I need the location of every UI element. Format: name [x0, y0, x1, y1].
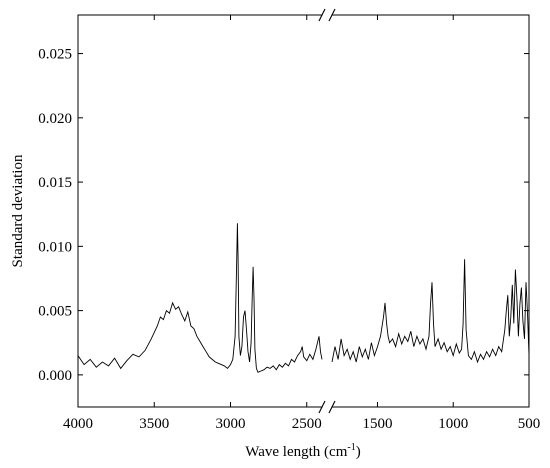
axis-break-gap	[322, 404, 332, 410]
x-tick-label: 1000	[438, 416, 468, 432]
x-axis-title-main: Wave length (cm	[245, 444, 347, 460]
x-axis-title: Wave length (cm-1)	[245, 442, 360, 460]
spectrum-line-segment-1	[77, 223, 323, 373]
axis-break-slash	[318, 8, 326, 22]
y-tick-label: 0.010	[38, 239, 72, 255]
axis-layer: 4000 3500 3000 2500 1500 1000 500 0.000 0.005 0.0…	[38, 15, 540, 432]
x-tick-label: 4000	[63, 416, 93, 432]
axis-break-gap	[322, 12, 332, 18]
x-tick-label: 3000	[216, 416, 246, 432]
spectrum-line-segment-2	[331, 259, 530, 364]
y-tick-label: 0.000	[38, 368, 72, 384]
axis-break-slash	[328, 400, 336, 414]
plot-area-frame	[77, 14, 530, 408]
x-tick-label: 500	[518, 416, 541, 432]
x-axis-title-suffix: )	[356, 444, 361, 460]
axis-break-slash	[318, 400, 326, 414]
x-tick-label: 3500	[139, 416, 169, 432]
y-tick-label: 0.005	[38, 304, 72, 320]
y-tick-label: 0.025	[38, 47, 72, 63]
x-axis-title-superscript: -1	[347, 442, 355, 453]
series-layer	[77, 223, 530, 373]
y-axis-title: Standard deviation	[10, 154, 26, 267]
x-tick-label: 2500	[292, 416, 322, 432]
y-tick-label: 0.020	[38, 111, 72, 127]
x-tick-label: 1500	[362, 416, 392, 432]
y-tick-label: 0.015	[38, 175, 72, 191]
axis-break-slash	[328, 8, 336, 22]
axis-break-markers	[318, 8, 336, 414]
